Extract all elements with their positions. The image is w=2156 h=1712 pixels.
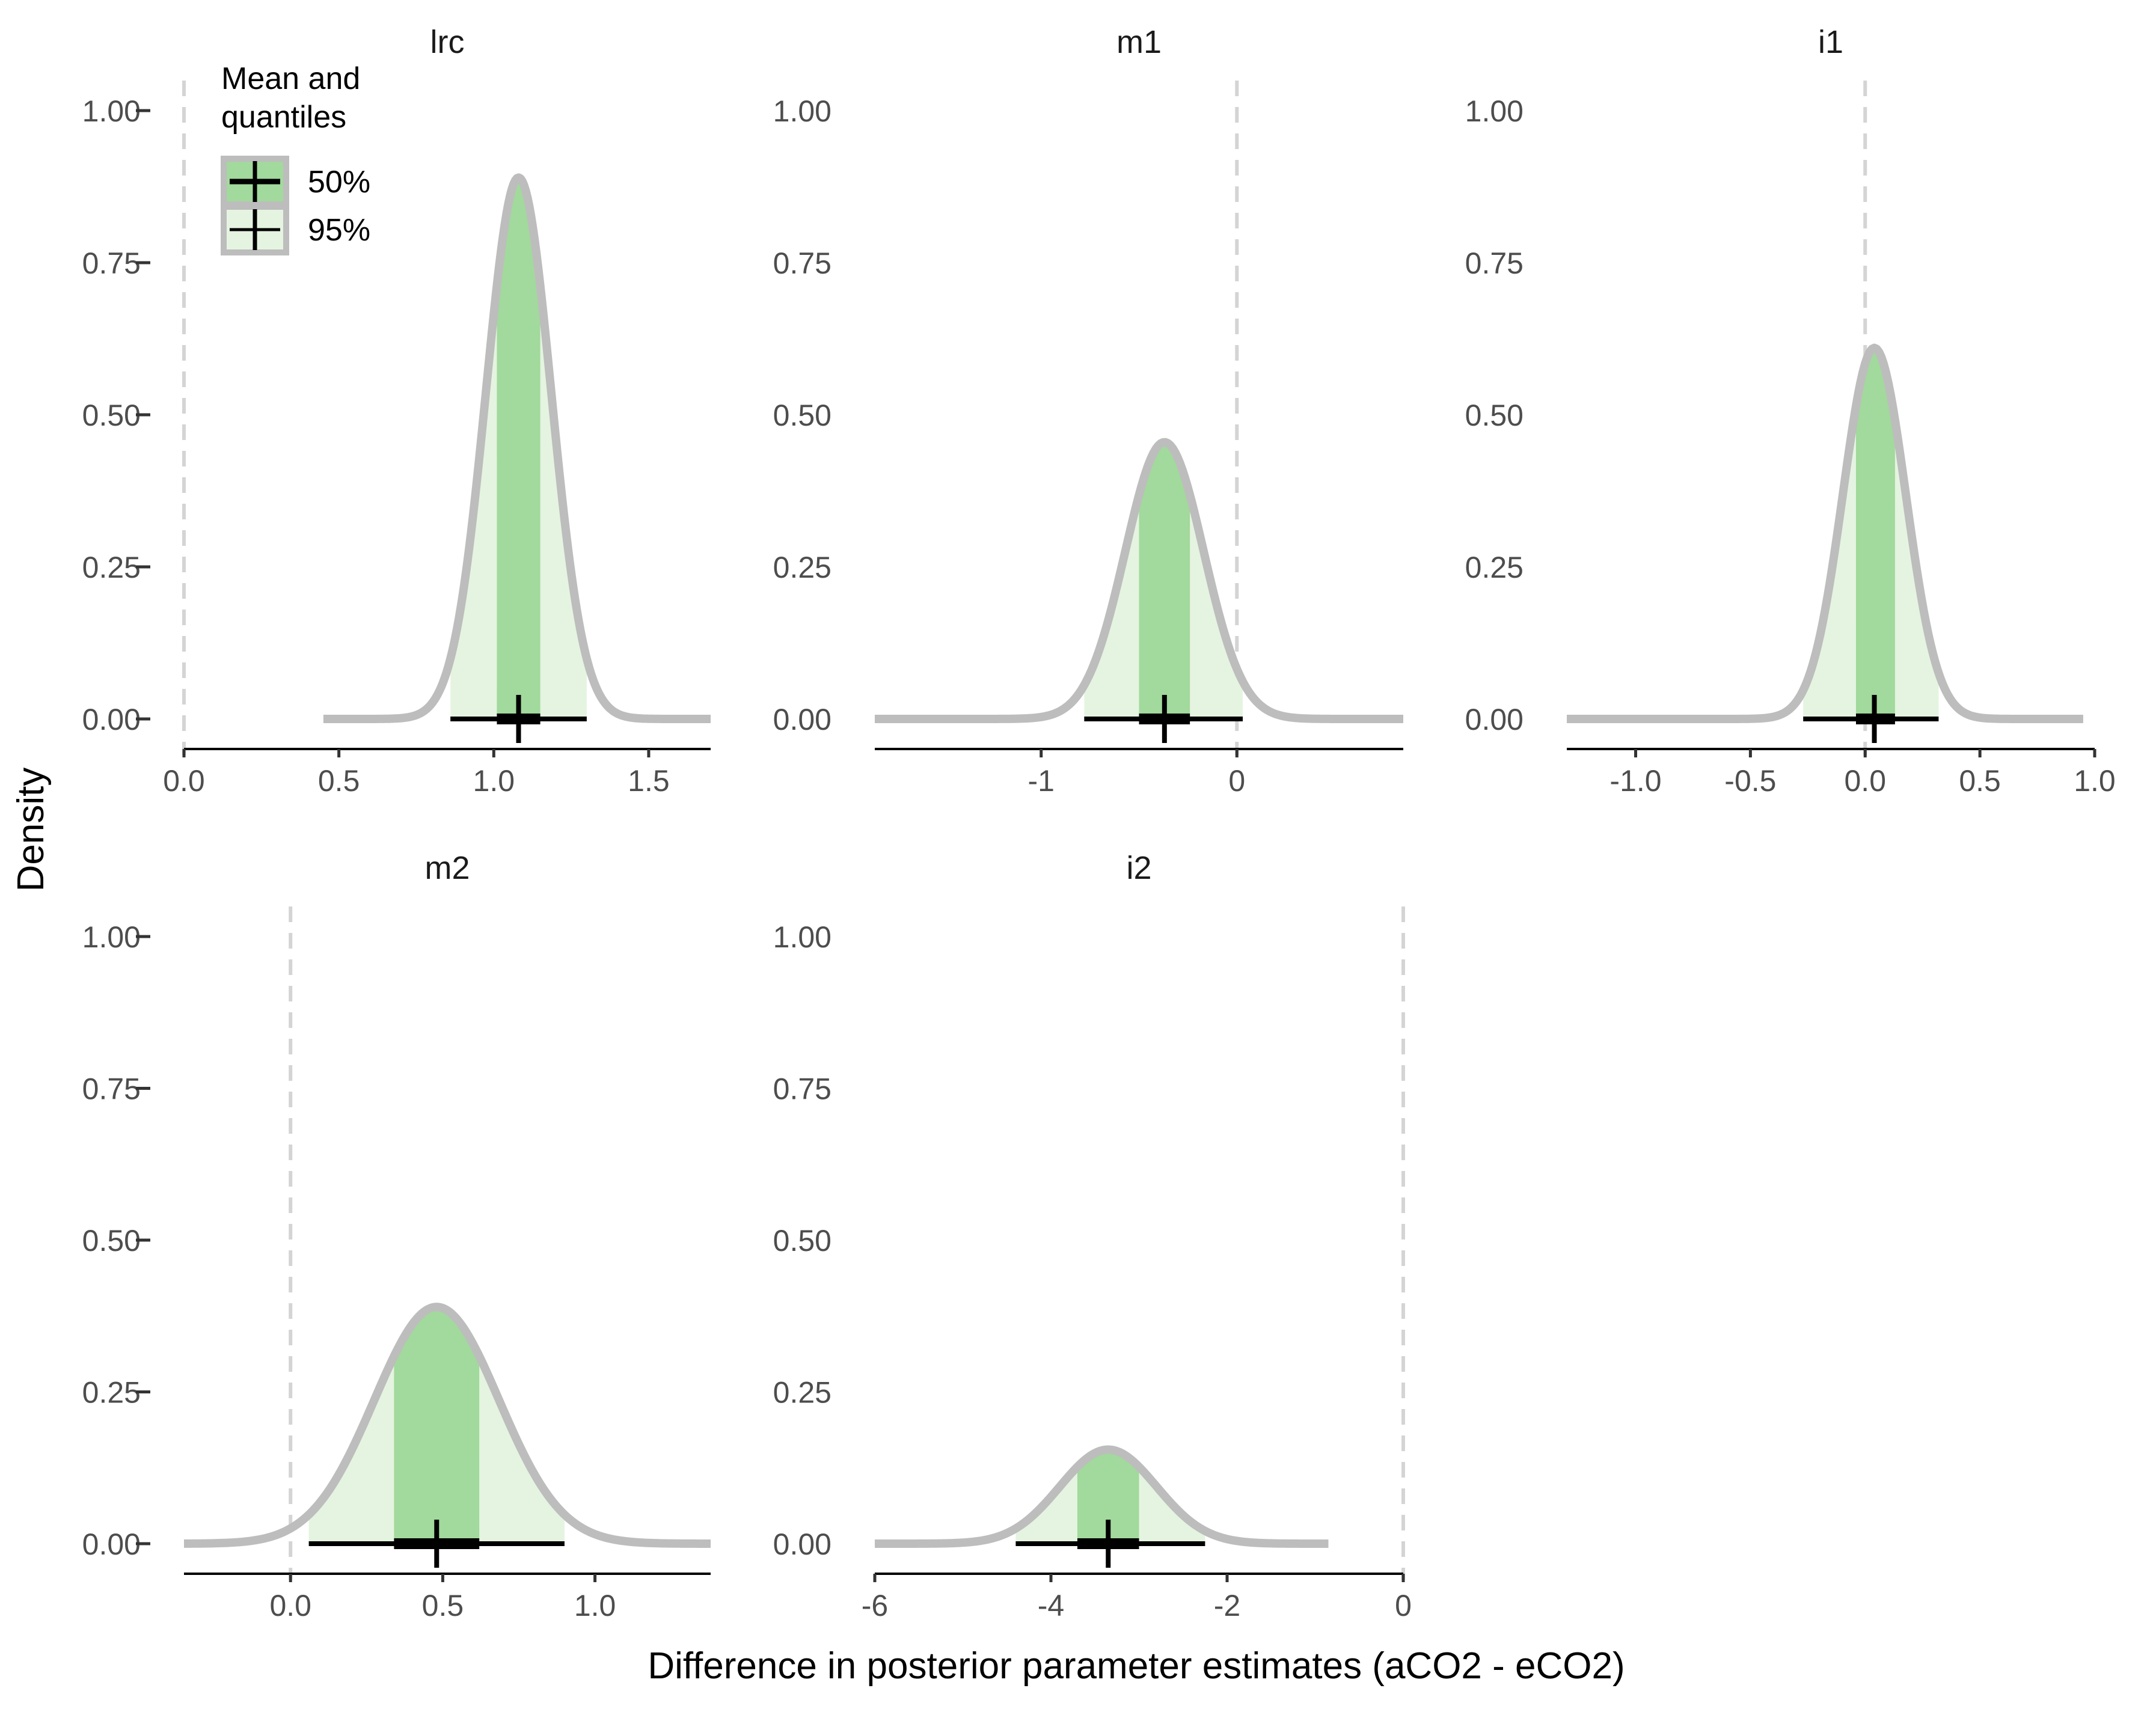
y-tick-label-m2-0: 0.00 [82, 1527, 141, 1561]
legend-label-50: 50% [308, 165, 370, 200]
x-tick-label-i1-4: 1.0 [2074, 764, 2116, 798]
y-tick-label-i1-2: 0.50 [1465, 399, 1524, 432]
y-tick-label-m1-2: 0.50 [773, 399, 831, 432]
y-axis-title: Density [10, 768, 52, 892]
x-tick-label-lrc-1: 0.5 [318, 764, 360, 798]
density-curve-i1 [1564, 343, 2086, 723]
x-tick-label-i1-3: 0.5 [1959, 764, 2001, 798]
x-tick-label-i1-0: -1.0 [1609, 764, 1661, 798]
y-tick-label-lrc-1: 0.25 [82, 551, 141, 584]
x-tick-label-m2-2: 1.0 [574, 1589, 616, 1622]
panel-i2: i2 0.00 0.25 0.50 0.75 1.00 -6 -4 -2 0 [136, 850, 1412, 1622]
panel-i1: i10.000.250.500.751.00-1.0 -0.5 0.0 0.5 1.0 [136, 24, 2116, 798]
y-tick-label-m2-4: 1.00 [82, 920, 141, 954]
x-tick-label-lrc-3: 1.5 [628, 764, 670, 798]
y-tick-label-m1-4: 1.00 [773, 94, 831, 128]
y-tick-label-m2-3: 0.75 [82, 1072, 141, 1106]
y-tick-label-i2-3: 0.75 [773, 1072, 831, 1106]
x-tick-label-i2-3: 0 [1395, 1589, 1412, 1622]
y-tick-label-lrc-3: 0.75 [82, 246, 141, 280]
y-tick-label-i2-2: 0.50 [773, 1224, 831, 1258]
density-curve-lrc [320, 173, 714, 723]
x-tick-label-i2-1: -4 [1038, 1589, 1064, 1622]
x-tick-label-m2-0: 0.0 [269, 1589, 311, 1622]
x-tick-label-m1-0: -1 [1027, 764, 1054, 798]
y-tick-label-m2-1: 0.25 [82, 1376, 141, 1410]
y-tick-label-m1-1: 0.25 [773, 551, 831, 584]
y-tick-label-m1-3: 0.75 [773, 246, 831, 280]
area-50-i1 [1855, 347, 1895, 719]
area-50-m2 [394, 1307, 480, 1544]
y-tick-label-i1-4: 1.00 [1465, 94, 1524, 128]
x-tick-label-lrc-2: 1.0 [473, 764, 515, 798]
x-tick-label-i2-0: -6 [862, 1589, 888, 1622]
panel-title-i1: i1 [1818, 24, 1843, 60]
x-tick-label-m1-1: 0 [1228, 764, 1245, 798]
y-tick-label-i1-1: 0.25 [1465, 551, 1524, 584]
y-tick-label-lrc-2: 0.50 [82, 399, 141, 432]
panel-title-m2: m2 [424, 850, 470, 886]
area-50-m1 [1139, 442, 1190, 719]
panel-title-m1: m1 [1116, 24, 1162, 60]
y-tick-label-m1-0: 0.00 [773, 703, 831, 736]
panel-title-lrc: lrc [430, 24, 465, 60]
x-tick-label-i1-2: 0.0 [1845, 764, 1887, 798]
panel-m1: m1 0.00 0.25 0.50 0.75 1.00 -1 0 [136, 24, 1405, 798]
x-tick-label-lrc-0: 0.0 [163, 764, 205, 798]
panel-lrc: lrc 0.00 0.25 0.50 0.75 1.00 0.0 0.5 1.0 1.5 [82, 24, 714, 798]
area-50-lrc [497, 177, 541, 719]
x-axis-title: Difference in posterior parameter estima… [648, 1645, 1625, 1687]
y-tick-label-i2-4: 1.00 [773, 920, 831, 954]
y-tick-label-m2-2: 0.50 [82, 1224, 141, 1258]
x-tick-label-m2-1: 0.5 [422, 1589, 464, 1622]
legend: Mean and quantiles 50% 95% [221, 61, 370, 255]
y-tick-label-i2-1: 0.25 [773, 1376, 831, 1410]
y-tick-label-i2-0: 0.00 [773, 1527, 831, 1561]
panel-m2: m2 0.00 0.25 0.50 0.75 1.00 0.0 0.5 1.0 [82, 850, 713, 1622]
legend-title-line-1: Mean and [221, 61, 360, 96]
density-curve-m2 [182, 1303, 713, 1548]
y-tick-label-i1-3: 0.75 [1465, 246, 1524, 280]
legend-label-95: 95% [308, 213, 370, 248]
y-tick-label-i1-0: 0.00 [1465, 703, 1524, 736]
y-tick-label-lrc-0: 0.00 [82, 703, 141, 736]
density-curve-m1 [873, 438, 1405, 723]
y-tick-label-lrc-4: 1.00 [82, 94, 141, 128]
area-50-i2 [1077, 1449, 1139, 1544]
x-tick-label-i2-2: -2 [1214, 1589, 1240, 1622]
legend-title-line-2: quantiles [221, 100, 346, 135]
density-curve-i2 [872, 1445, 1331, 1548]
panel-title-i2: i2 [1126, 850, 1151, 886]
x-tick-label-i1-1: -0.5 [1724, 764, 1776, 798]
